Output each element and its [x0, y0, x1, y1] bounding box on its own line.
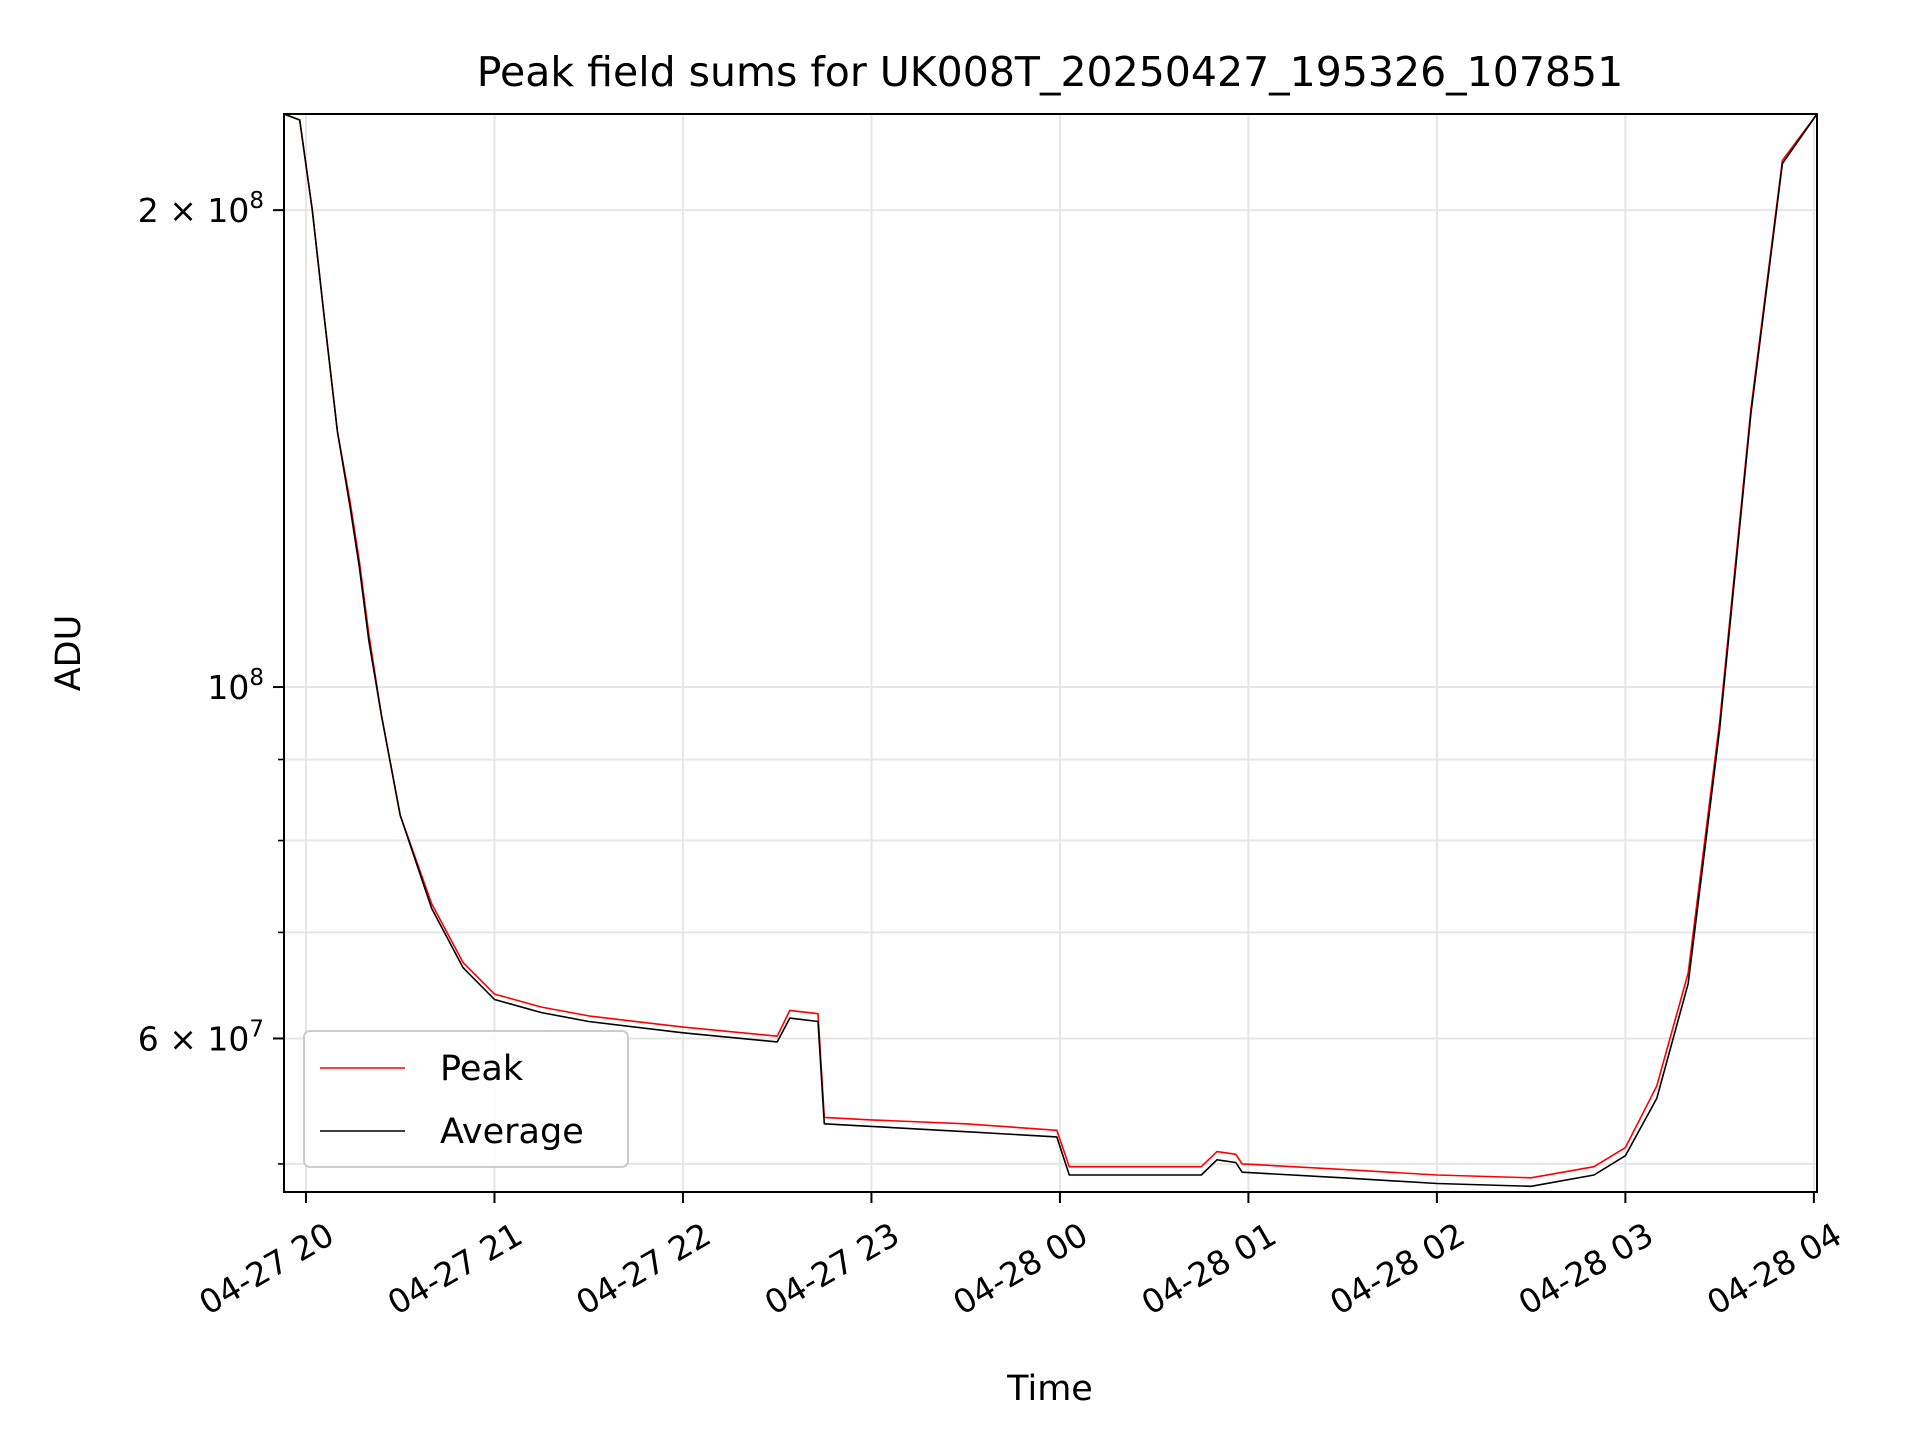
series-group	[283, 113, 1818, 1188]
y-axis-label: ADU	[49, 615, 89, 692]
legend-label-average: Average	[440, 1112, 584, 1152]
y-tick-label: 108	[207, 665, 264, 707]
legend-label-peak: Peak	[440, 1049, 524, 1089]
axes-frame	[283, 113, 1818, 1193]
legend-box	[303, 1030, 629, 1168]
chart-title: Peak field sums for UK008T_20250427_1953…	[477, 48, 1623, 96]
series-line-average	[283, 113, 1818, 1188]
y-tick-label: 2 × 108	[138, 188, 264, 230]
x-axis-label: Time	[1006, 1369, 1093, 1409]
legend: Peak Average	[303, 1030, 629, 1168]
y-tick-label: 6 × 107	[138, 1016, 264, 1058]
